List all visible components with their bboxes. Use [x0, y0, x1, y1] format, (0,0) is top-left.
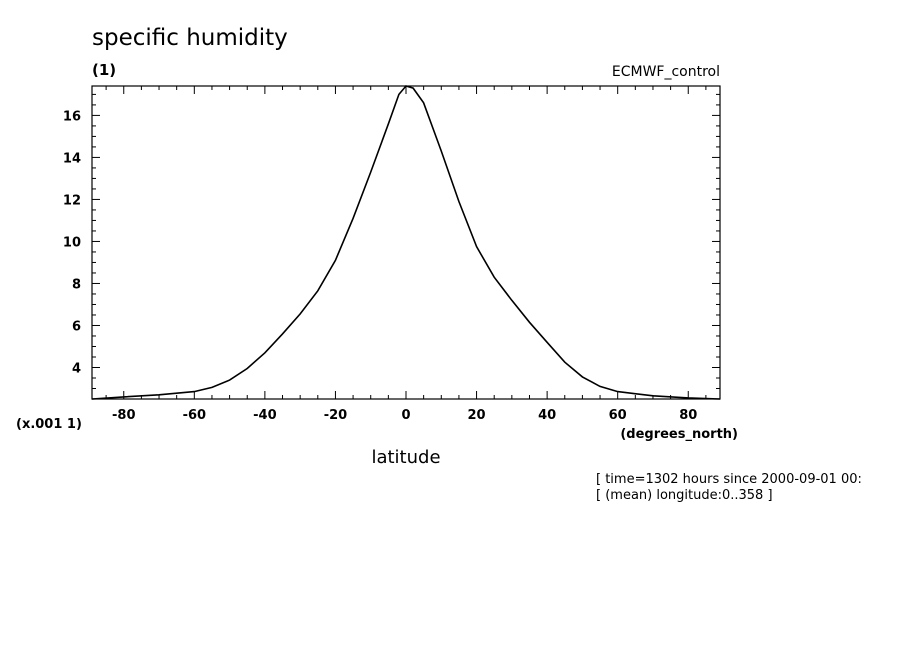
y-tick-label: 4: [72, 361, 81, 376]
x-tick-label: 80: [679, 408, 697, 423]
chart-title: specific humidity: [92, 25, 288, 51]
plot-frame: [91, 85, 721, 400]
x-tick-label: 20: [468, 408, 486, 423]
plot-area: -80 -60 -40 -20 0 20 40 60 80 4 6 8 10 12 14 16: [63, 85, 721, 423]
x-tick-label: -20: [324, 408, 348, 423]
x-tick-label: 60: [609, 408, 627, 423]
y-tick-label: 14: [63, 151, 81, 166]
y-tick-label: 16: [63, 109, 81, 124]
longitude-note: [ (mean) longitude:0..358 ]: [596, 488, 773, 503]
x-tick-label: -40: [253, 408, 277, 423]
y-tick-label: 12: [63, 193, 81, 208]
x-tick-label: 0: [401, 408, 410, 423]
y-tick-label: 6: [72, 319, 81, 334]
x-tick-label: 40: [538, 408, 556, 423]
y-tick-label: 8: [72, 277, 81, 292]
y-tick-label: 10: [63, 235, 81, 250]
minor-ticks: [92, 86, 720, 399]
time-note: [ time=1302 hours since 2000-09-01 00:: [596, 472, 862, 487]
y-axis-ticks: 4 6 8 10 12 14 16: [63, 109, 720, 376]
units-label: (1): [92, 61, 116, 79]
dataset-label: ECMWF_control: [612, 64, 720, 80]
y-scale-label: (x.001 1): [16, 417, 82, 432]
series-line: [91, 85, 721, 400]
x-axis-label: latitude: [371, 447, 440, 468]
x-tick-label: -60: [183, 408, 207, 423]
x-axis-ticks: -80 -60 -40 -20 0 20 40 60 80: [112, 86, 697, 423]
x-units-label: (degrees_north): [620, 427, 738, 442]
x-tick-label: -80: [112, 408, 136, 423]
